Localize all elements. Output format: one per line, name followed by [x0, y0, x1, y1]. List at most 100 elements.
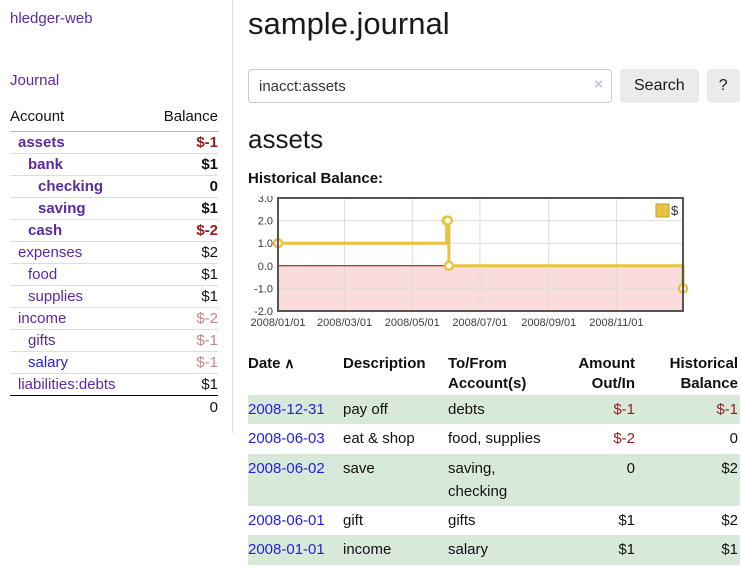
account-balance: $-1	[147, 329, 218, 352]
app-root: hledger-web Journal Account Balance asse…	[0, 0, 742, 565]
register-date-link[interactable]: 2008-12-31	[248, 401, 325, 418]
register-amount: 0	[626, 459, 635, 477]
table-row: 2008-06-01 gift gifts $1 $2	[248, 506, 740, 535]
search-form: × Search ?	[248, 69, 740, 103]
register-accounts: debts	[448, 401, 485, 418]
account-link-income[interactable]: income	[18, 310, 67, 327]
register-accounts: food, supplies	[448, 430, 541, 448]
account-row: gifts $-1	[10, 329, 218, 352]
accounts-total-row: 0	[10, 396, 218, 420]
account-balance: 0	[147, 175, 218, 198]
register-description: gift	[343, 512, 364, 529]
app-title-link[interactable]: hledger-web	[10, 10, 93, 27]
chart-point	[442, 215, 454, 226]
main-panel: sample.journal × Search ? assets Histori…	[233, 0, 742, 565]
table-row: 2008-06-02 save saving, checking 0 $2	[248, 453, 740, 506]
svg-text:2.0: 2.0	[258, 216, 273, 228]
register-date-link[interactable]: 2008-01-01	[248, 541, 325, 559]
accounts-header-balance: Balance	[147, 105, 218, 132]
register-amount: $1	[618, 541, 635, 559]
account-link-saving[interactable]: saving	[38, 200, 86, 217]
chart-legend-label: $	[671, 203, 679, 218]
account-link-salary[interactable]: salary	[28, 354, 69, 371]
account-balance: $1	[147, 285, 218, 308]
register-balance: $2	[721, 459, 738, 477]
svg-text:-1.0: -1.0	[254, 283, 273, 295]
chart-legend-swatch	[655, 203, 670, 218]
account-row: salary $-1	[10, 351, 218, 374]
register-amount: $1	[618, 512, 635, 529]
account-link-checking[interactable]: checking	[38, 178, 104, 195]
account-link-liabilities-debts[interactable]: liabilities:debts	[18, 376, 116, 393]
account-link-assets[interactable]: assets	[18, 134, 65, 151]
account-balance: $1	[147, 263, 218, 286]
account-balance: $1	[147, 197, 218, 220]
account-row: assets $-1	[10, 131, 218, 154]
accounts-total: 0	[209, 399, 218, 416]
account-balance: $1	[147, 153, 218, 176]
register-amount: $-1	[613, 401, 635, 418]
account-link-gifts[interactable]: gifts	[28, 332, 56, 349]
accounts-header-account: Account	[10, 105, 148, 132]
register-balance: 0	[729, 430, 738, 448]
account-balance: $-1	[147, 131, 218, 154]
balance-chart: $3.0 2.0 1.0 0.0 -1.0 -2.0 2008/01/01 2008/03/0…	[248, 196, 740, 332]
register-date-link[interactable]: 2008-06-01	[248, 512, 325, 529]
register-description: eat & shop	[343, 430, 415, 448]
register-description: pay off	[343, 401, 388, 418]
help-button[interactable]: ?	[706, 69, 740, 103]
register-header-col: To/From Account(s)	[448, 355, 527, 392]
account-heading: assets	[248, 124, 324, 154]
register-balance: $2	[721, 512, 738, 529]
account-balance: $1	[147, 373, 218, 396]
clear-search-icon[interactable]: ×	[594, 76, 603, 93]
svg-text:1.0: 1.0	[258, 238, 273, 250]
svg-text:3.0: 3.0	[258, 196, 273, 205]
svg-text:2008/03/01: 2008/03/01	[317, 317, 372, 329]
sidebar: hledger-web Journal Account Balance asse…	[0, 0, 233, 433]
chart-point	[443, 260, 455, 272]
svg-text:2008/11/01: 2008/11/01	[589, 317, 643, 329]
accounts-table: Account Balance assets $-1 bank $1 checking 0…	[10, 105, 218, 419]
account-row: liabilities:debts $1	[10, 373, 218, 396]
account-row: supplies $1	[10, 285, 218, 308]
accounts-header-row: Account Balance	[10, 105, 218, 132]
table-row: 2008-01-01 income salary $1 $1	[248, 535, 740, 565]
register-accounts: saving, checking	[448, 459, 508, 500]
register-amount: $-2	[613, 430, 635, 448]
sort-ascending-icon: ∧	[280, 355, 295, 371]
search-button[interactable]: Search	[620, 69, 699, 103]
register-header-row: Date ∧ Description To/From Account(s) Amount…	[248, 352, 740, 395]
account-row: expenses $2	[10, 241, 218, 264]
register-accounts: salary	[448, 541, 489, 559]
account-row: income $-2	[10, 307, 218, 330]
account-row: cash $-2	[10, 219, 218, 242]
chart-title: Historical Balance:	[248, 170, 384, 187]
nav-journal-link[interactable]: Journal	[10, 72, 60, 89]
svg-text:2008/09/01: 2008/09/01	[521, 317, 576, 329]
svg-text:0.0: 0.0	[258, 261, 273, 273]
register-header-col: Historical Balance	[669, 355, 738, 392]
register-balance: $-1	[716, 401, 738, 418]
account-link-supplies[interactable]: supplies	[28, 288, 84, 305]
table-row: 2008-12-31 pay off debts $-1 $-1	[248, 395, 740, 425]
register-date-link[interactable]: 2008-06-03	[248, 430, 325, 448]
account-link-food[interactable]: food	[28, 266, 58, 283]
search-box: ×	[248, 69, 612, 103]
account-row: checking 0	[10, 175, 218, 198]
account-balance: $-1	[147, 351, 218, 374]
page-title: sample.journal	[248, 6, 450, 41]
account-link-bank[interactable]: bank	[28, 156, 64, 173]
account-link-cash[interactable]: cash	[28, 222, 63, 239]
table-row: 2008-06-03 eat & shop food, supplies $-2 0	[248, 424, 740, 453]
search-input[interactable]	[248, 69, 612, 103]
account-row: saving $1	[10, 197, 218, 220]
register-accounts: gifts	[448, 512, 476, 529]
register-description: save	[343, 459, 375, 477]
svg-text:-2.0: -2.0	[254, 306, 273, 318]
account-link-expenses[interactable]: expenses	[18, 244, 83, 261]
account-row: bank $1	[10, 153, 218, 176]
register-header-col[interactable]: Date ∧	[248, 355, 295, 372]
svg-text:2008/01/01: 2008/01/01	[250, 317, 305, 329]
register-date-link[interactable]: 2008-06-02	[248, 459, 325, 477]
